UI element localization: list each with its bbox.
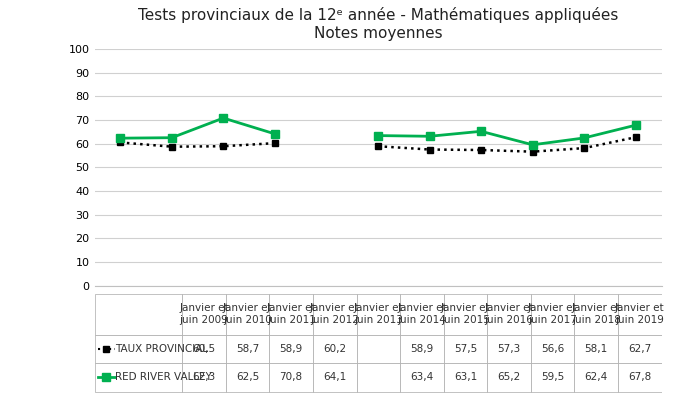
Bar xyxy=(356,363,400,392)
Bar xyxy=(356,294,400,335)
Bar xyxy=(487,363,531,392)
Text: Janvier et
juin 2016: Janvier et juin 2016 xyxy=(484,304,534,325)
Text: 62,4: 62,4 xyxy=(585,373,608,382)
Bar xyxy=(487,294,531,335)
Bar xyxy=(400,294,443,335)
Text: TAUX PROVINCIAL: TAUX PROVINCIAL xyxy=(115,344,208,354)
Bar xyxy=(356,335,400,363)
Text: 63,4: 63,4 xyxy=(410,373,433,382)
Bar xyxy=(95,335,182,363)
Text: Janvier et
juin 2011: Janvier et juin 2011 xyxy=(267,304,316,325)
Text: Janvier et
juin 2010: Janvier et juin 2010 xyxy=(223,304,273,325)
Bar xyxy=(226,294,269,335)
Bar xyxy=(313,294,356,335)
Bar xyxy=(269,363,313,392)
Bar xyxy=(443,363,487,392)
Text: 56,6: 56,6 xyxy=(541,344,564,354)
Text: Janvier et
juin 2017: Janvier et juin 2017 xyxy=(528,304,577,325)
Title: Tests provinciaux de la 12ᵉ année - Mathématiques appliquées
Notes moyennes: Tests provinciaux de la 12ᵉ année - Math… xyxy=(138,7,618,41)
Bar xyxy=(95,294,182,335)
Bar xyxy=(182,294,226,335)
Bar xyxy=(313,335,356,363)
Bar xyxy=(313,363,356,392)
Text: 58,9: 58,9 xyxy=(279,344,303,354)
Text: 58,9: 58,9 xyxy=(410,344,433,354)
Text: Janvier et
juin 2009: Janvier et juin 2009 xyxy=(180,304,229,325)
Bar xyxy=(574,363,618,392)
Text: 64,1: 64,1 xyxy=(323,373,346,382)
Text: 70,8: 70,8 xyxy=(279,373,302,382)
Text: 58,1: 58,1 xyxy=(585,344,608,354)
Bar xyxy=(487,335,531,363)
Text: 67,8: 67,8 xyxy=(628,373,651,382)
Text: 59,5: 59,5 xyxy=(541,373,564,382)
Bar xyxy=(531,335,574,363)
Text: 57,5: 57,5 xyxy=(454,344,477,354)
Bar xyxy=(574,335,618,363)
Bar xyxy=(400,363,443,392)
Bar xyxy=(182,363,226,392)
Text: 62,3: 62,3 xyxy=(192,373,215,382)
Bar xyxy=(443,335,487,363)
Text: Janvier et
juin 2015: Janvier et juin 2015 xyxy=(441,304,490,325)
Text: Janvier et
juin 2013: Janvier et juin 2013 xyxy=(354,304,403,325)
Text: 62,5: 62,5 xyxy=(236,373,259,382)
Bar xyxy=(269,294,313,335)
Text: 58,7: 58,7 xyxy=(236,344,259,354)
Bar xyxy=(618,294,662,335)
Text: Janvier et
juin 2012: Janvier et juin 2012 xyxy=(310,304,360,325)
Bar xyxy=(269,335,313,363)
Text: Janvier et
juin 2018: Janvier et juin 2018 xyxy=(571,304,621,325)
Bar xyxy=(182,335,226,363)
Text: RED RIVER VALLEY: RED RIVER VALLEY xyxy=(115,373,212,382)
Text: 60,5: 60,5 xyxy=(192,344,215,354)
Bar xyxy=(226,335,269,363)
Text: 65,2: 65,2 xyxy=(497,373,520,382)
Bar xyxy=(531,363,574,392)
Bar xyxy=(618,363,662,392)
Bar xyxy=(226,363,269,392)
Text: 62,7: 62,7 xyxy=(628,344,651,354)
Bar xyxy=(95,363,182,392)
Bar xyxy=(574,294,618,335)
Text: Janvier et
juin 2014: Janvier et juin 2014 xyxy=(397,304,447,325)
Bar xyxy=(400,335,443,363)
Bar xyxy=(618,335,662,363)
Text: 60,2: 60,2 xyxy=(323,344,346,354)
Bar xyxy=(531,294,574,335)
Text: 63,1: 63,1 xyxy=(454,373,477,382)
Bar xyxy=(443,294,487,335)
Text: Janvier et
juin 2019: Janvier et juin 2019 xyxy=(615,304,664,325)
Text: 57,3: 57,3 xyxy=(497,344,520,354)
